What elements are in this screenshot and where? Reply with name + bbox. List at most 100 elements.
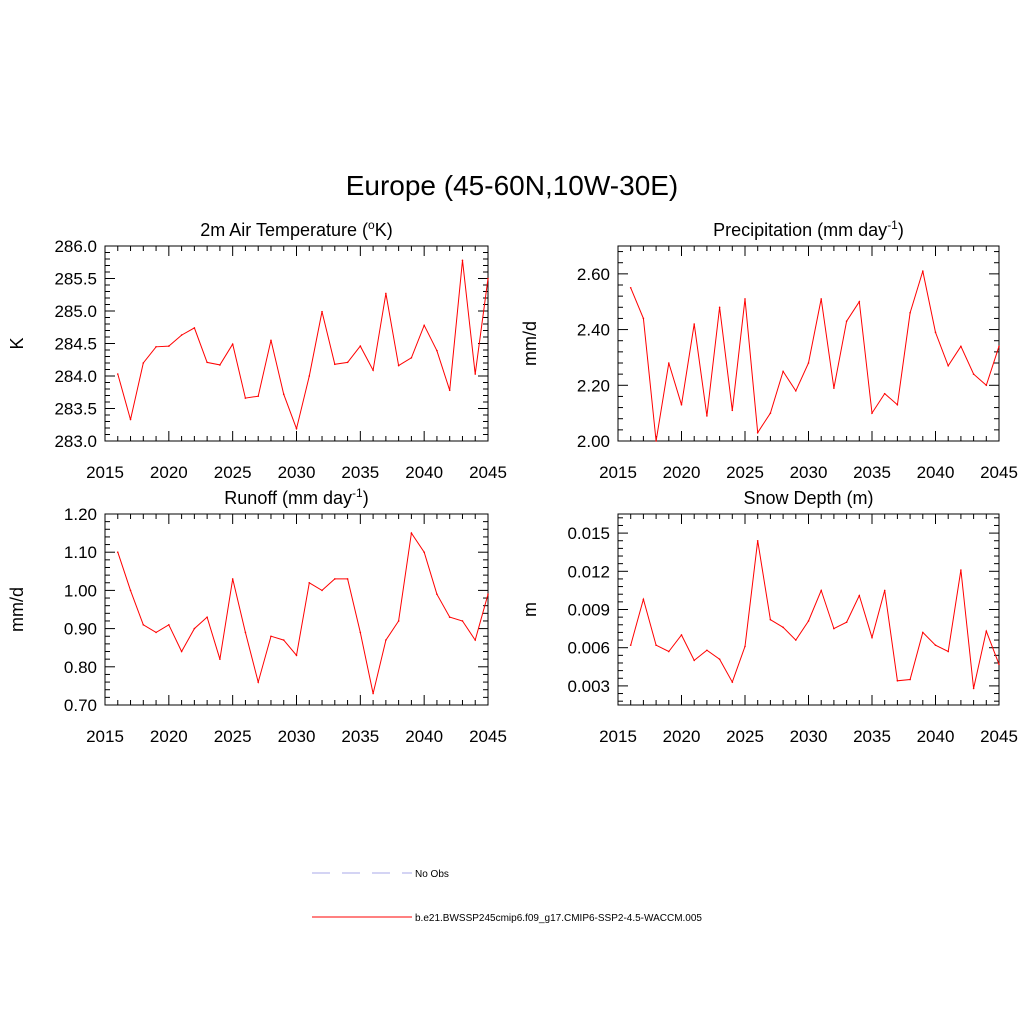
plot3-data-point xyxy=(193,627,196,630)
plot2-data-point xyxy=(668,362,670,364)
plot4-data-point xyxy=(668,650,670,653)
plot4-xtick-label: 2040 xyxy=(917,727,955,746)
plot2-ytick-label: 2.40 xyxy=(577,321,610,340)
legend-label-1: No Obs xyxy=(415,869,449,880)
plot1-ytick-label: 283.5 xyxy=(54,400,97,419)
plot1-data-point xyxy=(180,334,183,336)
plot3-data-point xyxy=(334,578,336,580)
plot3-data-point xyxy=(282,639,285,641)
plot1-data-point xyxy=(193,327,196,329)
plot2-data-point xyxy=(947,364,949,367)
plot4-data-point xyxy=(642,598,645,601)
plot2-data-point xyxy=(909,312,911,314)
plot4-data-point xyxy=(934,644,937,646)
plot1-ytick-label: 283.0 xyxy=(54,432,97,451)
plot4-data-point xyxy=(731,681,734,683)
plot3-data-point xyxy=(448,616,451,618)
plot3-data-point xyxy=(244,631,247,634)
plot2-data-point xyxy=(883,392,886,395)
plot4-data-point xyxy=(706,649,708,652)
plot2-data-point xyxy=(998,345,1000,348)
plot2-data-point xyxy=(960,345,962,348)
plot3-data-point xyxy=(231,578,234,580)
plot1-ytick-label: 286.0 xyxy=(54,237,97,256)
plot3-data-point xyxy=(321,589,323,592)
plot4-data-point xyxy=(871,636,873,639)
plot2-title: Precipitation (mm day-1) xyxy=(713,218,904,240)
plot1-xtick-label: 2025 xyxy=(214,463,252,482)
plot1-data-point xyxy=(385,292,387,295)
plot4-title: Snow Depth (m) xyxy=(743,488,873,508)
plot4-data-point xyxy=(883,589,886,592)
plot4-xtick-label: 2015 xyxy=(599,727,637,746)
plot1-ytick-label: 285.0 xyxy=(54,302,97,321)
plot1-data-point xyxy=(346,361,349,364)
plot2-data-point xyxy=(756,431,759,434)
plot2-data-point xyxy=(972,373,975,375)
plot4-series-line xyxy=(630,540,1000,689)
plot1-ytick-label: 284.5 xyxy=(54,335,97,354)
plot1-data-point xyxy=(155,345,157,348)
plot4-xtick-label: 2045 xyxy=(980,727,1018,746)
plot1-data-point xyxy=(282,393,285,396)
plot3-series-line xyxy=(117,531,489,694)
plot4-data-point xyxy=(782,626,784,629)
plot1-xtick-label: 2045 xyxy=(469,463,507,482)
plot1-data-point xyxy=(295,427,298,430)
plot4-ytick-label: 0.015 xyxy=(567,524,610,543)
plot4-data-point xyxy=(655,644,657,646)
plot1-data-point xyxy=(257,395,260,397)
plot3-data-point xyxy=(397,620,400,622)
plot2-data-point xyxy=(731,409,734,412)
plot2-ylabel: mm/d xyxy=(520,321,540,366)
plot2-xtick-label: 2020 xyxy=(663,463,701,482)
plot2-data-point xyxy=(833,387,835,389)
plot1-data-point xyxy=(168,345,170,347)
plot4-data-point xyxy=(947,650,949,653)
plot2-xtick-label: 2040 xyxy=(917,463,955,482)
plot2-data-point xyxy=(769,412,772,414)
plot4-data-point xyxy=(909,678,911,681)
plot3-xtick-label: 2045 xyxy=(469,727,507,746)
plot1-data-point xyxy=(270,339,272,342)
plot3-data-point xyxy=(346,578,349,580)
plot2-data-point xyxy=(642,317,645,320)
plot3-data-point xyxy=(359,631,362,634)
plot4-data-point xyxy=(985,630,988,632)
plot1-series-line xyxy=(117,260,489,431)
plot4-ylabel: m xyxy=(520,602,540,617)
plot2-ytick-label: 2.60 xyxy=(577,265,610,284)
plot3-xtick-label: 2030 xyxy=(278,727,316,746)
plot4-frame xyxy=(617,513,1000,706)
plot3-data-point xyxy=(206,616,208,618)
plot3-ytick-label: 1.20 xyxy=(64,505,97,524)
plot3-data-point xyxy=(142,623,145,626)
plot4-data-point xyxy=(629,644,632,646)
plot2-xtick-label: 2045 xyxy=(980,463,1018,482)
plot4-data-point xyxy=(960,569,962,571)
plot4-xtick-label: 2035 xyxy=(853,727,891,746)
plot1-data-point xyxy=(436,349,438,352)
plot2-ytick-label: 2.20 xyxy=(577,376,610,395)
plot1-data-point xyxy=(448,389,451,392)
plot3-data-point xyxy=(155,631,157,634)
plot2-data-point xyxy=(744,298,746,300)
plot2-data-point xyxy=(782,370,784,373)
plot4-data-point xyxy=(896,680,899,682)
plot4-ytick-label: 0.006 xyxy=(567,639,610,658)
plot1-data-point xyxy=(423,324,425,327)
plot4-data-point xyxy=(718,658,721,660)
plot2-data-point xyxy=(706,415,708,417)
plot2-xtick-label: 2015 xyxy=(599,463,637,482)
plot1-data-point xyxy=(487,277,489,280)
plot2-data-point xyxy=(680,403,683,406)
plot3-data-point xyxy=(474,639,477,641)
plot4-data-point xyxy=(807,620,810,622)
plot3-xtick-label: 2035 xyxy=(341,727,379,746)
plot4-data-point xyxy=(845,621,848,624)
plot2-data-point xyxy=(858,300,861,303)
plot4-data-point xyxy=(769,618,772,621)
plot2-xtick-label: 2035 xyxy=(853,463,891,482)
plot3-ytick-label: 0.90 xyxy=(64,620,97,639)
plot2-data-point xyxy=(655,440,657,442)
